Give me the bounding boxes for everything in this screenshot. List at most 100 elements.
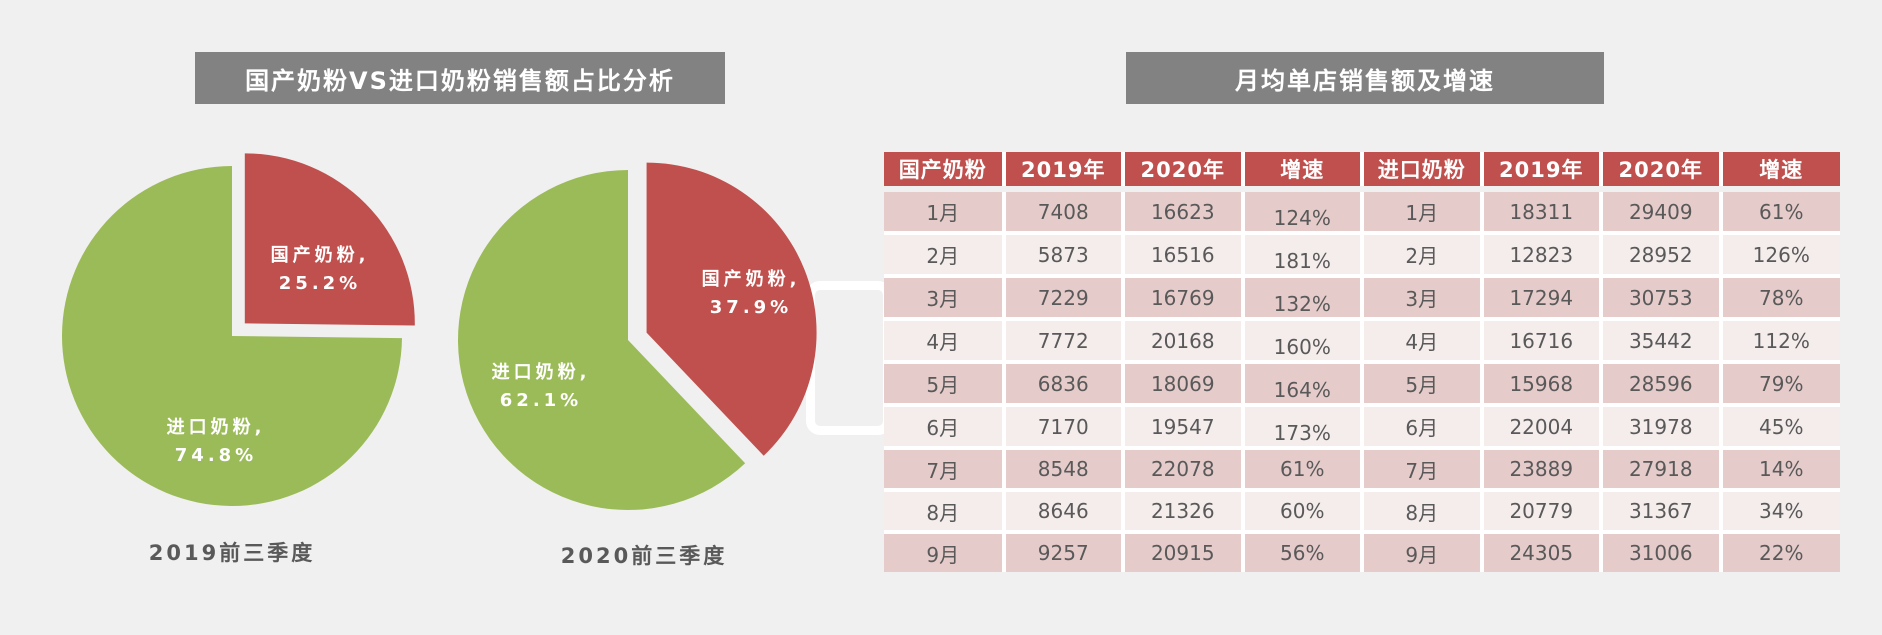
table-row: 8月 8646 21326 60% 8月 20779 31367 34% — [884, 490, 1840, 534]
pie-chart-2020: 国产奶粉, 37.9% 进口奶粉, 62.1% — [438, 150, 818, 530]
table-cell: 56% — [1242, 532, 1364, 572]
table-cell: 126% — [1720, 233, 1840, 278]
table-cell: 6月 — [884, 405, 1006, 450]
table-cell: 17294 — [1481, 276, 1603, 321]
table-cell: 1月 — [1362, 189, 1484, 235]
table-cell: 20779 — [1481, 490, 1603, 534]
table-cell: 4月 — [1362, 319, 1484, 364]
pie-2020-domestic-label-value: 37.9% — [709, 297, 793, 318]
table-cell: 20915 — [1123, 532, 1245, 572]
pie-slice-domestic — [244, 153, 415, 326]
table-row: 7月 8548 22078 61% 7月 23889 27918 14% — [884, 448, 1840, 492]
table-cell: 31367 — [1601, 490, 1723, 534]
right-table-title: 月均单店销售额及增速 — [1126, 52, 1604, 104]
pie-2020-import-label-name: 进口奶粉, — [491, 362, 591, 384]
table-cell: 61% — [1720, 189, 1840, 235]
table-header-cell: 增速 — [1720, 152, 1840, 192]
pie-2019-domestic-label: 国产奶粉, 25.2% — [271, 242, 370, 298]
table-cell: 8548 — [1003, 448, 1125, 492]
callout-frame — [806, 281, 892, 435]
table-cell: 1月 — [884, 189, 1006, 235]
table-cell: 112% — [1720, 319, 1840, 364]
pie-slice-import — [62, 166, 402, 506]
table-cell: 7408 — [1003, 189, 1125, 235]
table-cell: 7772 — [1003, 319, 1125, 364]
table-cell: 16769 — [1123, 276, 1245, 321]
pie-chart-2019-svg — [62, 153, 415, 506]
pie-chart-2019: 国产奶粉, 25.2% 进口奶粉, 74.8% — [42, 146, 422, 526]
table-cell: 5873 — [1003, 233, 1125, 278]
table-cell: 16716 — [1481, 319, 1603, 364]
table-row: 3月 7229 16769 132% 3月 17294 30753 78% — [884, 276, 1840, 321]
table-header-cell: 进口奶粉 — [1362, 152, 1484, 192]
table-cell: 16623 — [1123, 189, 1245, 235]
table-cell: 22% — [1720, 532, 1840, 572]
table-cell: 132% — [1242, 276, 1364, 321]
table-cell: 23889 — [1481, 448, 1603, 492]
table-cell: 21326 — [1123, 490, 1245, 534]
table-cell: 5月 — [884, 362, 1006, 407]
sales-table: 国产奶粉 2019年 2020年 增速 进口奶粉 2019年 2020年 增速 1月 7408 1… — [884, 152, 1840, 572]
table-cell: 9257 — [1003, 532, 1125, 572]
table-cell: 18069 — [1123, 362, 1245, 407]
pie-2019-caption: 2019前三季度 — [148, 541, 316, 565]
table-cell: 7月 — [1362, 448, 1484, 492]
table-cell: 5月 — [1362, 362, 1484, 407]
table-cell: 160% — [1242, 319, 1364, 364]
table-row: 6月 7170 19547 173% 6月 22004 31978 45% — [884, 405, 1840, 450]
table-cell: 22078 — [1123, 448, 1245, 492]
table-cell: 35442 — [1601, 319, 1723, 364]
table-header-cell: 2019年 — [1481, 152, 1603, 192]
table-cell: 7170 — [1003, 405, 1125, 450]
table-cell: 8月 — [884, 490, 1006, 534]
table-cell: 12823 — [1481, 233, 1603, 278]
table-cell: 124% — [1242, 189, 1364, 235]
pie-chart-2020-svg — [458, 162, 817, 510]
table-cell: 79% — [1720, 362, 1840, 407]
table-cell: 20168 — [1123, 319, 1245, 364]
table-cell: 18311 — [1481, 189, 1603, 235]
table-cell: 7229 — [1003, 276, 1125, 321]
table-cell: 8646 — [1003, 490, 1125, 534]
table-header-cell: 国产奶粉 — [884, 152, 1006, 192]
table-cell: 28596 — [1601, 362, 1723, 407]
pie-2020-domestic-label-name: 国产奶粉, — [701, 269, 801, 291]
table-cell: 31978 — [1601, 405, 1723, 450]
pie-slice-domestic — [646, 162, 817, 456]
pie-2019-import-label-value: 74.8% — [174, 445, 258, 466]
pie-2020-import-label-value: 62.1% — [499, 390, 583, 411]
table-cell: 164% — [1242, 362, 1364, 407]
table-cell: 22004 — [1481, 405, 1603, 450]
left-chart-title: 国产奶粉VS进口奶粉销售额占比分析 — [195, 52, 725, 104]
pie-2020-import-label: 进口奶粉, 62.1% — [492, 359, 591, 415]
table-row: 2月 5873 16516 181% 2月 12823 28952 126% — [884, 233, 1840, 278]
table-cell: 173% — [1242, 405, 1364, 450]
table-cell: 19547 — [1123, 405, 1245, 450]
table-cell: 6月 — [1362, 405, 1484, 450]
table-row: 9月 9257 20915 56% 9月 24305 31006 22% — [884, 532, 1840, 572]
table-cell: 34% — [1720, 490, 1840, 534]
pie-slice-import — [458, 170, 746, 510]
pie-2019-domestic-label-name: 国产奶粉, — [270, 245, 370, 267]
table-cell: 2月 — [1362, 233, 1484, 278]
table-cell: 4月 — [884, 319, 1006, 364]
table-cell: 181% — [1242, 233, 1364, 278]
table-cell: 9月 — [884, 532, 1006, 572]
table-cell: 45% — [1720, 405, 1840, 450]
pie-2019-import-label: 进口奶粉, 74.8% — [167, 414, 266, 470]
pie-2019-domestic-label-value: 25.2% — [278, 273, 362, 294]
table-header-cell: 增速 — [1242, 152, 1364, 192]
table-cell: 16516 — [1123, 233, 1245, 278]
table-cell: 61% — [1242, 448, 1364, 492]
table-cell: 29409 — [1601, 189, 1723, 235]
sales-table-body: 1月 7408 16623 124% 1月 18311 29409 61% 2月 5873 1651… — [884, 189, 1840, 572]
pie-2020-domestic-label: 国产奶粉, 37.9% — [702, 266, 801, 322]
sales-table-head: 国产奶粉 2019年 2020年 增速 进口奶粉 2019年 2020年 增速 — [884, 152, 1840, 192]
table-header-cell: 2020年 — [1601, 152, 1723, 192]
table-header-row: 国产奶粉 2019年 2020年 增速 进口奶粉 2019年 2020年 增速 — [884, 152, 1840, 192]
table-cell: 30753 — [1601, 276, 1723, 321]
table-cell: 9月 — [1362, 532, 1484, 572]
table-cell: 7月 — [884, 448, 1006, 492]
table-cell: 60% — [1242, 490, 1364, 534]
table-row: 5月 6836 18069 164% 5月 15968 28596 79% — [884, 362, 1840, 407]
